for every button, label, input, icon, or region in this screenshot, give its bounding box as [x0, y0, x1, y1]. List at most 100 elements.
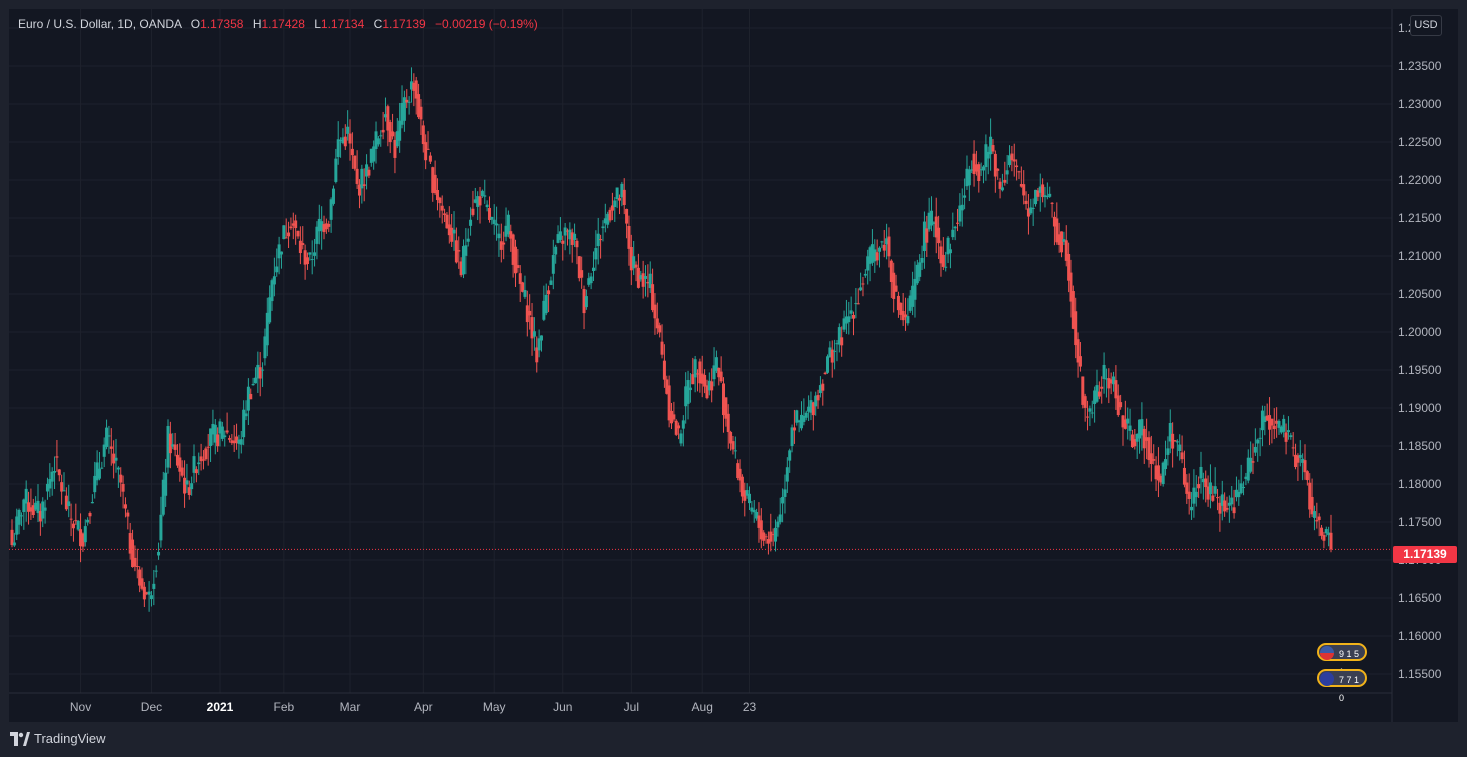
- candle-down: [194, 469, 198, 474]
- candle-up: [24, 488, 28, 504]
- candle-up: [620, 183, 624, 198]
- candle-down: [199, 456, 203, 462]
- candle-down: [1315, 520, 1319, 522]
- economic-events[interactable]: 9 1 5 1 7 7 1 0: [1317, 643, 1367, 703]
- candle-down: [722, 383, 726, 416]
- candle-up: [707, 380, 711, 391]
- candle-down: [424, 142, 428, 161]
- candle-up: [1093, 390, 1097, 404]
- candle-down: [225, 430, 229, 433]
- candle-up: [164, 472, 168, 496]
- candle-down: [882, 244, 886, 251]
- candle-up: [601, 226, 605, 229]
- candle-down: [892, 272, 896, 299]
- candle-down: [296, 230, 300, 237]
- candle-down: [894, 285, 898, 292]
- candle-up: [549, 280, 553, 285]
- candle-up: [1220, 494, 1224, 506]
- eu-events-badge[interactable]: 7 7 1 0: [1317, 669, 1367, 703]
- candle-down: [447, 224, 451, 236]
- candle-down: [1050, 202, 1054, 204]
- candle-up: [946, 237, 950, 255]
- candle-up: [979, 169, 983, 171]
- price-tick-label: 1.20000: [1398, 325, 1442, 339]
- candle-up: [320, 221, 324, 231]
- candle-up: [166, 426, 170, 468]
- candle-up: [797, 420, 801, 423]
- price-tick-label: 1.19500: [1398, 363, 1442, 377]
- candle-down: [322, 224, 326, 233]
- candle-down: [535, 347, 539, 363]
- price-tick-label: 1.23000: [1398, 97, 1442, 111]
- candle-up: [911, 285, 915, 307]
- time-axis[interactable]: Nov Dec 2021 Feb Mar Apr May Jun Jul Aug 23: [70, 700, 757, 714]
- candle-down: [216, 434, 220, 447]
- candle-down: [301, 243, 305, 245]
- candle-up: [1090, 412, 1094, 414]
- symbol-title[interactable]: Euro / U.S. Dollar, 1D, OANDA: [18, 17, 182, 31]
- candle-up: [589, 276, 593, 284]
- candle-up: [409, 81, 413, 90]
- candle-up: [374, 131, 378, 149]
- candle-down: [996, 168, 1000, 171]
- candle-up: [105, 427, 109, 447]
- candle-up: [523, 289, 527, 297]
- candle-up: [1324, 529, 1328, 534]
- candle-down: [421, 125, 425, 145]
- candle-up: [341, 137, 345, 143]
- candle-down: [792, 427, 796, 431]
- candle-up: [407, 101, 411, 103]
- candle-down: [1024, 200, 1028, 204]
- candle-up: [603, 218, 607, 224]
- candle-down: [521, 282, 525, 292]
- candle-down: [518, 273, 522, 284]
- candle-up: [480, 190, 484, 196]
- candle-up: [584, 296, 588, 308]
- candle-down: [565, 230, 569, 232]
- candle-down: [249, 393, 253, 400]
- candle-up: [265, 312, 269, 346]
- candle-down: [1086, 416, 1090, 418]
- candle-down: [1232, 507, 1236, 514]
- candle-down: [294, 220, 298, 229]
- candle-up: [596, 233, 600, 247]
- candle-up: [554, 246, 558, 255]
- low-value: 1.17134: [320, 17, 365, 31]
- us-events-badge[interactable]: 9 1 5 1: [1317, 643, 1367, 677]
- candle-down: [145, 592, 149, 594]
- currency-button[interactable]: USD: [1410, 15, 1442, 36]
- candle-down: [1173, 440, 1177, 442]
- candle-down: [700, 373, 704, 384]
- change-value: −0.00219 (−0.19%): [435, 17, 538, 31]
- candlestick-chart[interactable]: 1.240001.235001.230001.225001.220001.215…: [9, 9, 1458, 722]
- candle-up: [844, 316, 848, 324]
- candle-down: [1147, 437, 1151, 461]
- candle-down: [1182, 467, 1186, 485]
- candle-up: [246, 386, 250, 411]
- candle-up: [686, 380, 690, 404]
- candle-down: [393, 139, 397, 158]
- candle-down: [665, 379, 669, 394]
- candle-up: [648, 273, 652, 289]
- candle-down: [636, 267, 640, 288]
- candle-up: [679, 433, 683, 444]
- candle-down: [1329, 532, 1333, 550]
- candle-down: [388, 122, 392, 143]
- open-value: 1.17358: [200, 17, 244, 31]
- candle-down: [1185, 482, 1189, 494]
- chart-panel[interactable]: 1.240001.235001.230001.225001.220001.215…: [9, 9, 1458, 722]
- candle-down: [232, 440, 236, 444]
- price-axis[interactable]: 1.240001.235001.230001.225001.220001.215…: [1398, 21, 1442, 681]
- candle-up: [755, 511, 759, 519]
- candle-up: [197, 462, 201, 465]
- candle-down: [875, 252, 879, 261]
- brand-name[interactable]: TradingView: [34, 731, 106, 746]
- candle-up: [154, 570, 158, 572]
- candle-up: [485, 204, 489, 208]
- candle-up: [639, 275, 643, 280]
- candle-down: [736, 463, 740, 479]
- candle-down: [419, 106, 423, 120]
- candle-down: [1116, 395, 1120, 416]
- candle-down: [435, 189, 439, 201]
- candle-down: [10, 529, 14, 546]
